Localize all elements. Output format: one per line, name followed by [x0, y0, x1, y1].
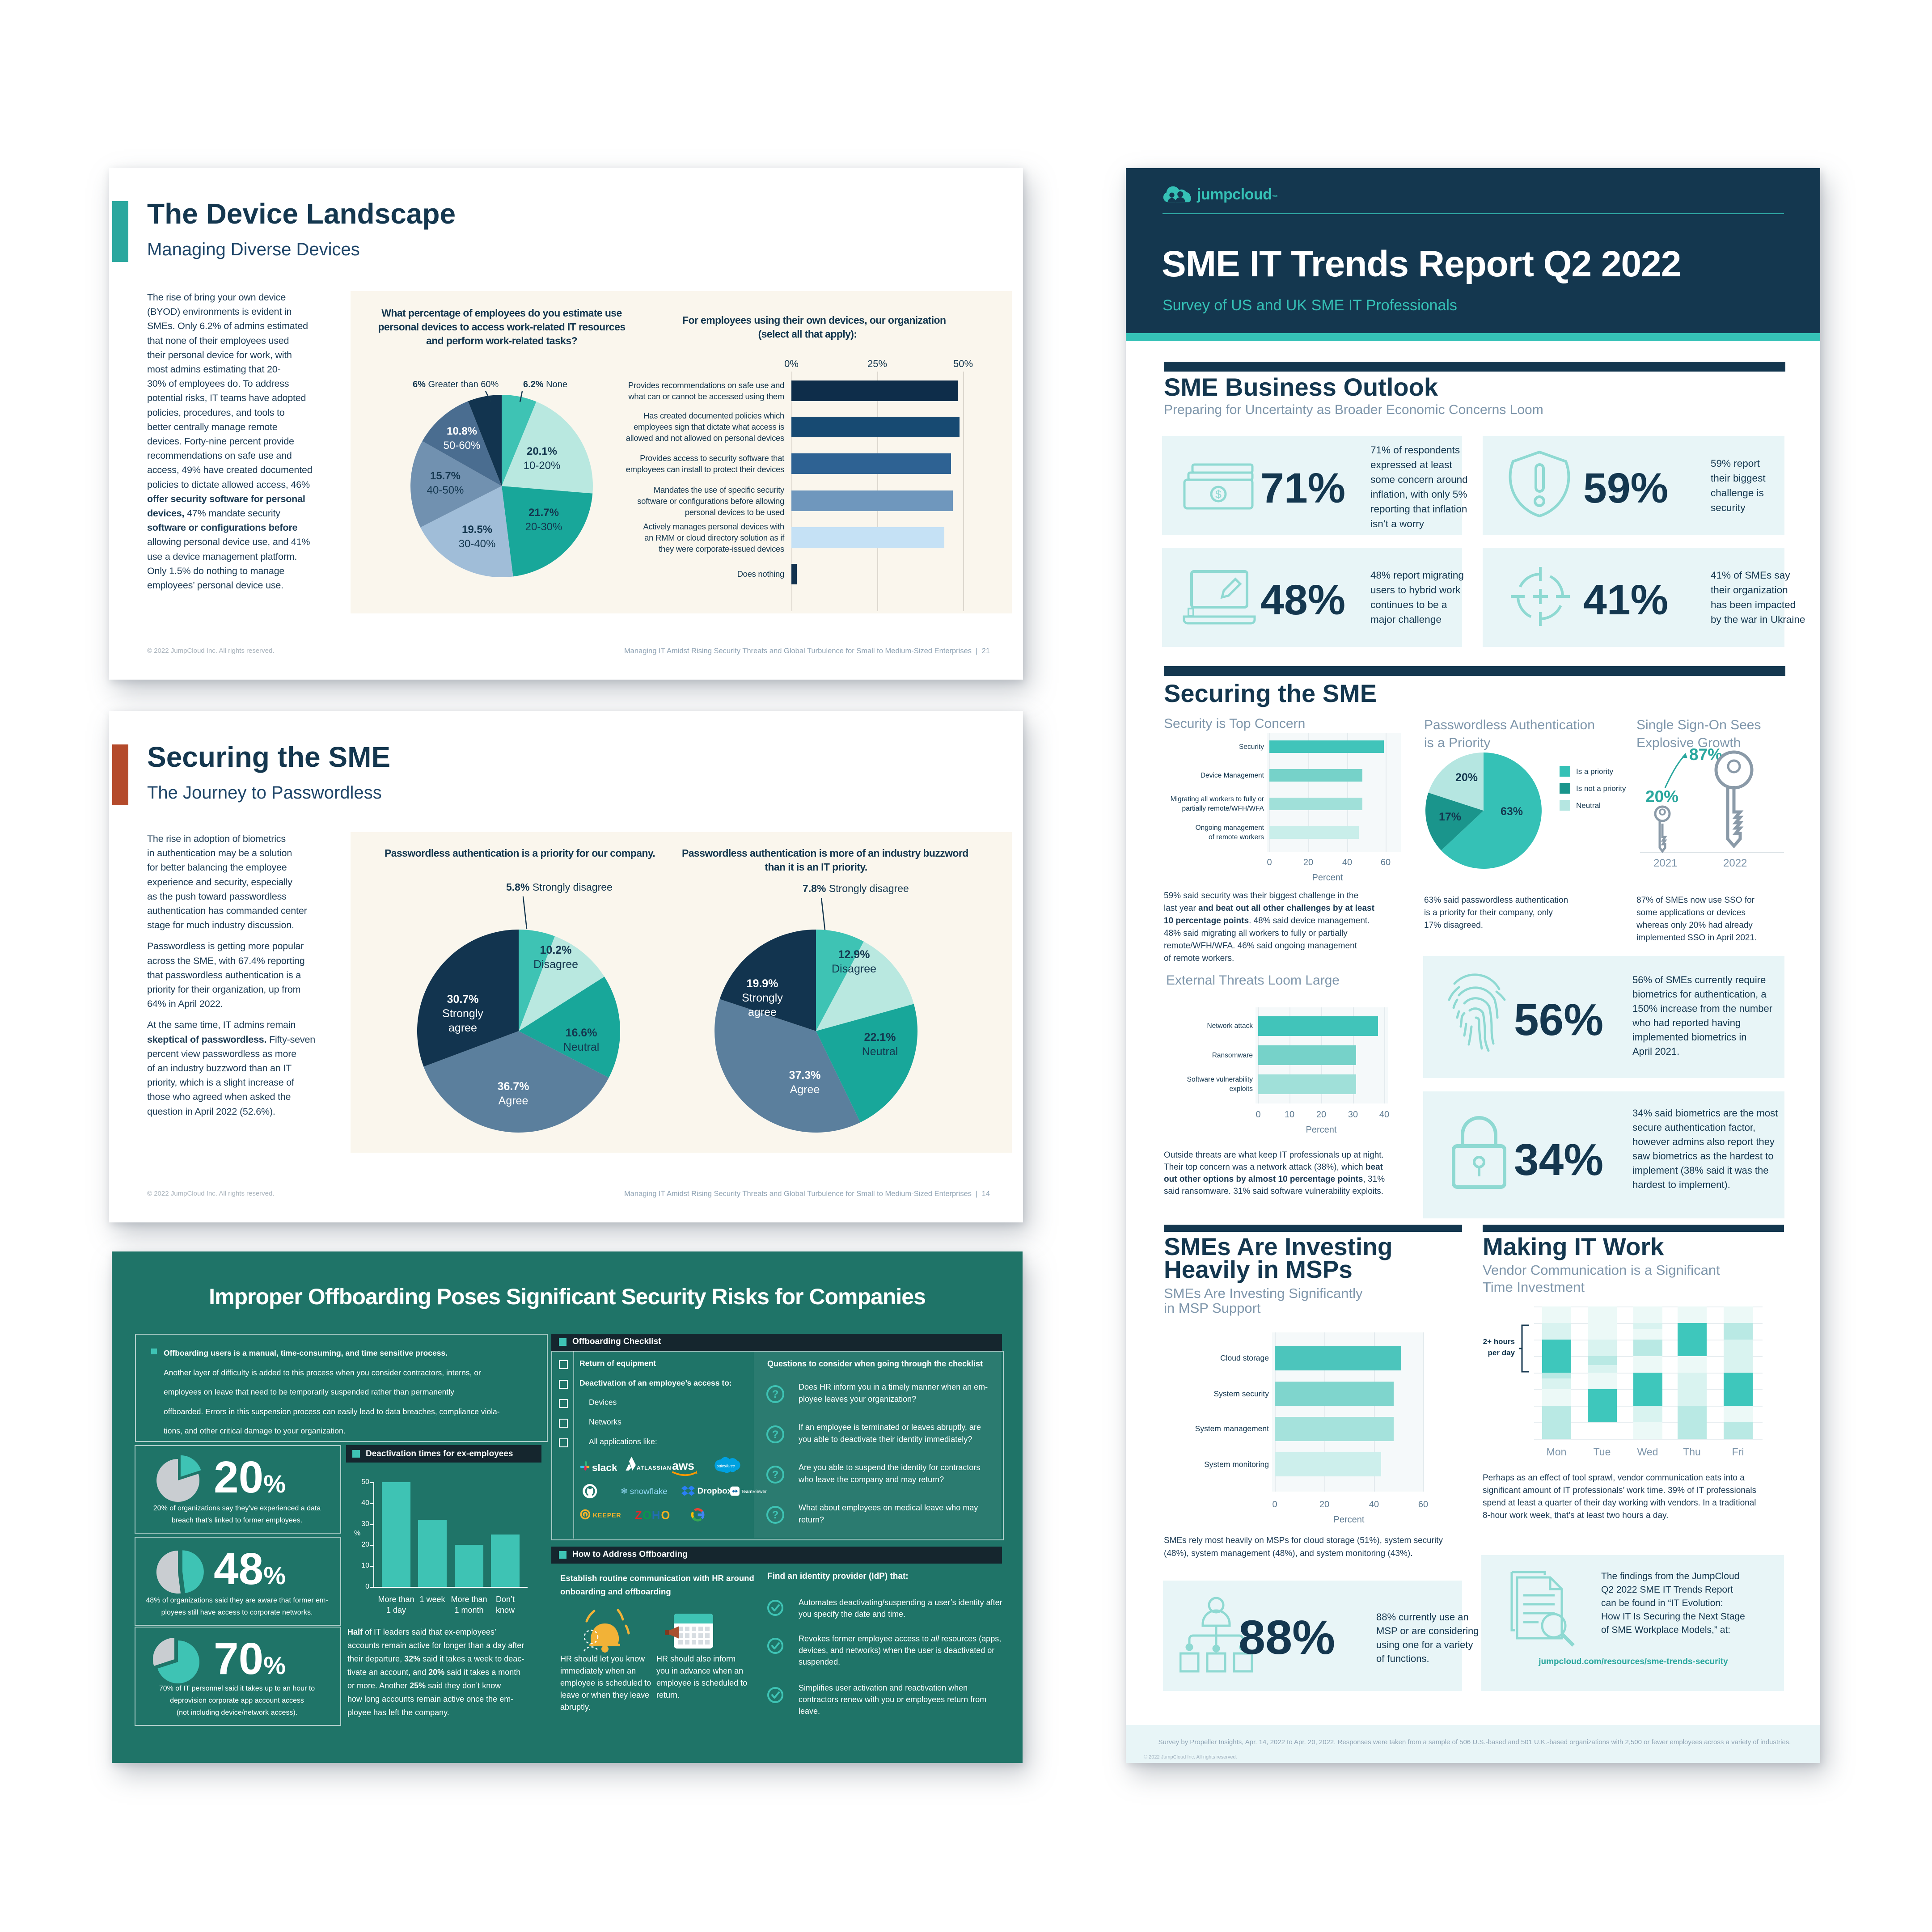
svg-text:Disagree: Disagree — [533, 958, 578, 971]
svg-text:Agree: Agree — [790, 1083, 820, 1096]
svg-text:aws: aws — [672, 1459, 694, 1472]
svg-text:7.8% Strongly disagree: 7.8% Strongly disagree — [803, 883, 909, 894]
svg-text:TeamViewer: TeamViewer — [741, 1489, 767, 1494]
svg-text:10-20%: 10-20% — [524, 460, 561, 472]
svg-text:Agree: Agree — [499, 1095, 528, 1107]
svg-text:10.8%: 10.8% — [447, 425, 477, 437]
svg-text:O: O — [643, 1509, 651, 1522]
svg-text:slack: slack — [592, 1462, 617, 1473]
svg-text:Disagree: Disagree — [832, 963, 876, 975]
svg-text:snowflake: snowflake — [630, 1487, 668, 1496]
svg-text:❄: ❄ — [621, 1487, 628, 1496]
svg-text:37.3%: 37.3% — [789, 1069, 821, 1082]
svg-text:6.2% None: 6.2% None — [523, 380, 567, 389]
svg-text:O: O — [661, 1509, 670, 1522]
svg-text:63%: 63% — [1501, 805, 1523, 818]
svg-text:?: ? — [772, 1509, 779, 1521]
svg-text:?: ? — [772, 1469, 779, 1481]
svg-text:2021: 2021 — [1653, 857, 1677, 869]
svg-text:21.7%: 21.7% — [528, 507, 559, 519]
svg-text:30.7%: 30.7% — [447, 993, 479, 1006]
svg-text:Neutral: Neutral — [862, 1045, 898, 1058]
svg-text:20-30%: 20-30% — [525, 521, 562, 533]
svg-text:Neutral: Neutral — [1576, 801, 1601, 810]
svg-text:Is not a priority: Is not a priority — [1576, 784, 1626, 793]
svg-text:Dropbox: Dropbox — [698, 1486, 732, 1496]
svg-text:?: ? — [772, 1429, 779, 1441]
svg-text:Strongly: Strongly — [742, 992, 783, 1004]
svg-text:87%: 87% — [1689, 745, 1722, 764]
svg-text:17%: 17% — [1439, 811, 1461, 823]
svg-text:10.2%: 10.2% — [540, 944, 572, 956]
svg-text:2022: 2022 — [1723, 857, 1747, 869]
svg-text:Is a priority: Is a priority — [1576, 767, 1614, 776]
svg-text:50-60%: 50-60% — [444, 440, 481, 452]
svg-text:15.7%: 15.7% — [430, 470, 461, 482]
svg-text:agree: agree — [448, 1022, 477, 1034]
svg-text:12.9%: 12.9% — [838, 948, 870, 961]
svg-text:16.6%: 16.6% — [566, 1027, 597, 1039]
svg-text:Z: Z — [635, 1509, 642, 1522]
svg-text:30-40%: 30-40% — [459, 538, 496, 550]
svg-text:KEEPER: KEEPER — [593, 1512, 621, 1519]
svg-text:?: ? — [772, 1388, 779, 1400]
svg-text:salesforce: salesforce — [717, 1463, 735, 1468]
svg-text:22.1%: 22.1% — [864, 1031, 896, 1044]
svg-text:19.5%: 19.5% — [462, 524, 492, 536]
svg-text:Strongly: Strongly — [442, 1007, 483, 1020]
svg-text:20.1%: 20.1% — [527, 445, 557, 457]
svg-text:$: $ — [1215, 488, 1222, 501]
svg-text:36.7%: 36.7% — [498, 1080, 529, 1093]
svg-text:20%: 20% — [1645, 787, 1678, 806]
svg-text:agree: agree — [748, 1006, 777, 1019]
svg-text:20%: 20% — [1455, 771, 1478, 784]
svg-text:ATLASSIAN: ATLASSIAN — [637, 1465, 672, 1471]
svg-text:40-50%: 40-50% — [427, 484, 464, 496]
svg-text:Neutral: Neutral — [563, 1041, 600, 1053]
svg-text:19.9%: 19.9% — [747, 977, 778, 990]
svg-text:5.8% Strongly disagree: 5.8% Strongly disagree — [506, 881, 613, 893]
svg-text:H: H — [652, 1509, 660, 1522]
svg-text:6% Greater than 60%: 6% Greater than 60% — [413, 380, 499, 389]
